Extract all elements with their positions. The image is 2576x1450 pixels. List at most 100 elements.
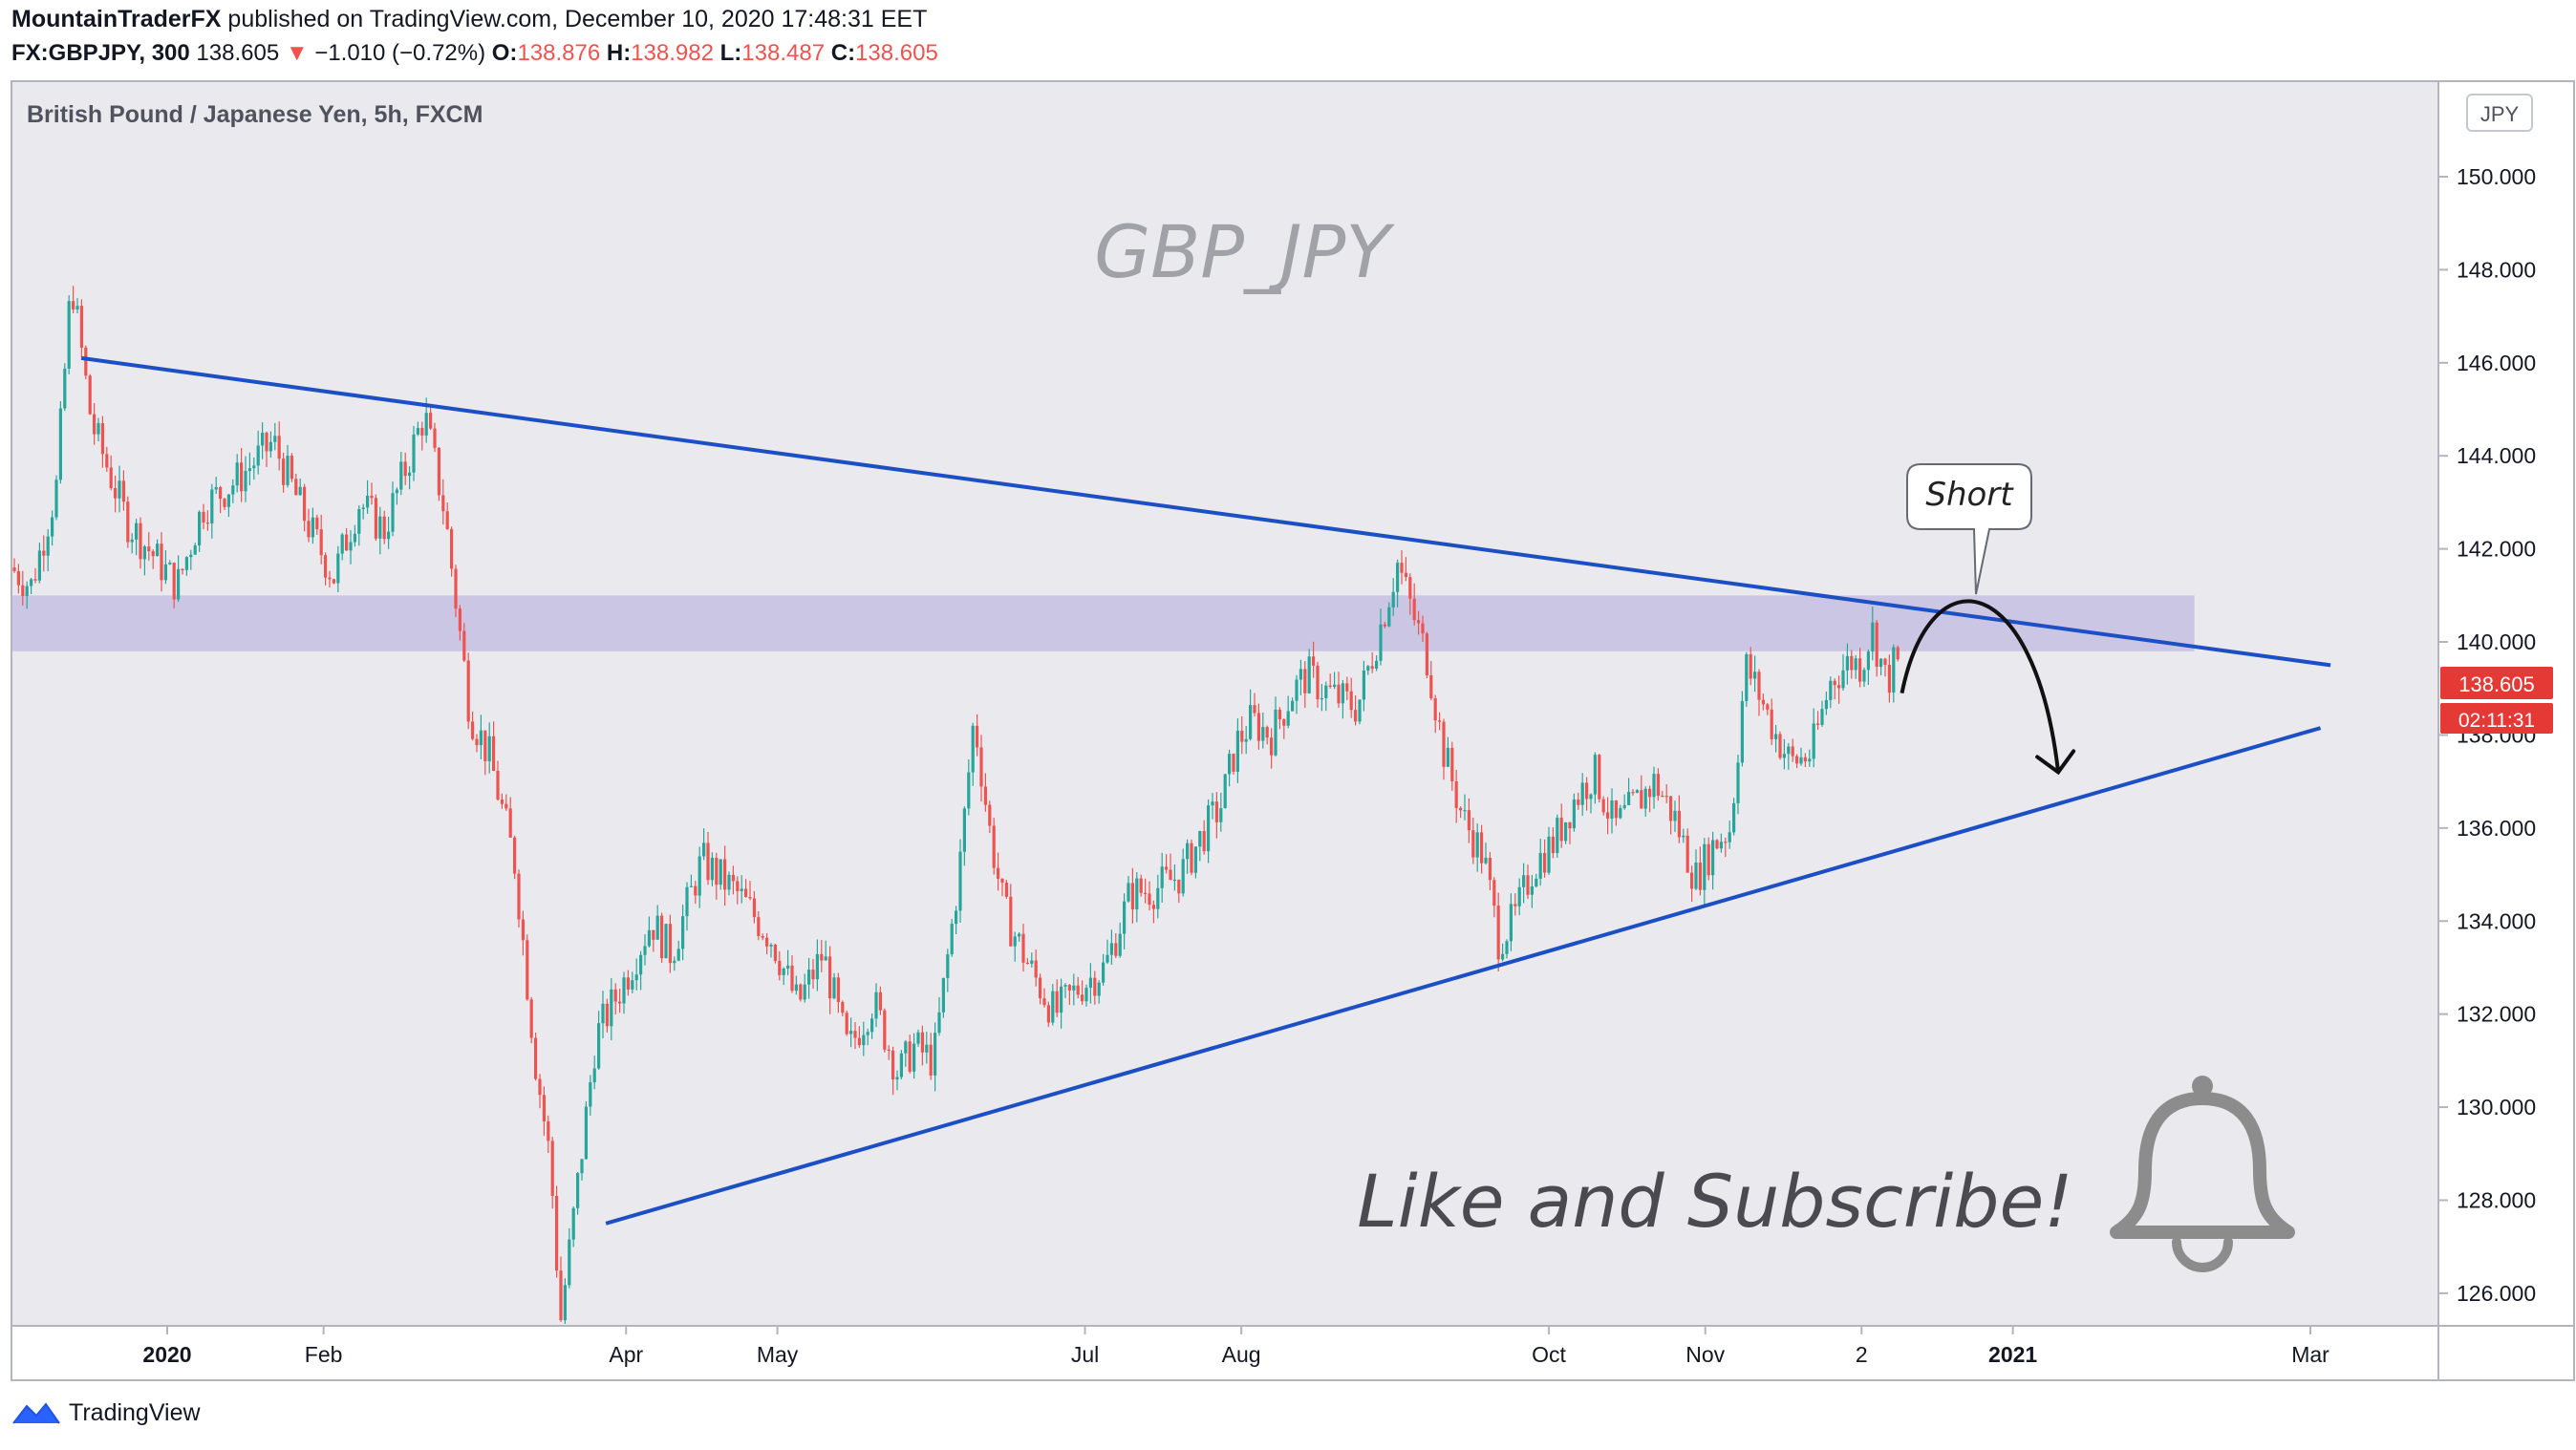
candle-body xyxy=(571,1207,575,1240)
candle-body xyxy=(1186,842,1190,860)
candle-body xyxy=(100,422,104,455)
price-tick-label: 136.000 xyxy=(2457,816,2536,841)
candle-body xyxy=(395,489,398,494)
candle-body xyxy=(950,924,954,955)
candle-body xyxy=(937,1012,941,1034)
candle-body xyxy=(445,511,449,529)
candle-body xyxy=(584,1106,588,1160)
candle-body xyxy=(1707,843,1710,876)
candle-body xyxy=(1277,709,1281,720)
candle-body xyxy=(483,730,487,761)
candle-body xyxy=(1496,906,1500,960)
projection-arrow xyxy=(1900,599,2076,776)
candle-body xyxy=(1102,962,1106,983)
candle-body xyxy=(526,940,529,1000)
candle-body xyxy=(1190,842,1193,873)
candle-body xyxy=(1051,991,1055,1023)
time-tick-label: Apr xyxy=(609,1342,643,1367)
candle-body xyxy=(1577,799,1580,805)
candle-body xyxy=(247,468,251,472)
candle-body xyxy=(550,1141,554,1196)
tradingview-footer[interactable]: TradingView xyxy=(11,1398,201,1427)
candle-body xyxy=(1547,836,1551,873)
candle-body xyxy=(1803,757,1807,762)
candle-body xyxy=(1669,796,1673,821)
price-tick-label: 140.000 xyxy=(2457,629,2536,654)
candle-body xyxy=(1282,719,1286,726)
candle-body xyxy=(273,436,277,442)
candle-body xyxy=(1694,863,1698,889)
publisher-name[interactable]: MountainTraderFX xyxy=(11,6,222,32)
time-tick-label: Nov xyxy=(1685,1342,1725,1367)
candle-body xyxy=(1610,800,1614,819)
candle-body xyxy=(399,461,403,490)
candle-body xyxy=(955,910,958,925)
currency-badge[interactable]: JPY xyxy=(2466,94,2533,132)
callout-text: Short xyxy=(1925,476,2014,514)
candle-body xyxy=(1127,883,1130,902)
candle-body xyxy=(757,917,761,937)
candle-body xyxy=(1123,901,1127,934)
candle-body xyxy=(1063,985,1067,987)
candle-body xyxy=(487,736,491,761)
candle-body xyxy=(1391,591,1395,608)
candle-body xyxy=(643,946,647,955)
candle-body xyxy=(1728,832,1731,842)
time-tick-label: Feb xyxy=(305,1342,343,1367)
candle-body xyxy=(997,867,1000,879)
candle-body xyxy=(891,1050,895,1080)
candle-body xyxy=(374,498,377,539)
time-tick-label: May xyxy=(757,1342,799,1367)
candle-body xyxy=(1488,857,1492,881)
price-tick-label: 130.000 xyxy=(2457,1095,2536,1119)
candle-body xyxy=(109,467,113,489)
candle-body xyxy=(908,1041,912,1072)
candle-body xyxy=(1585,782,1589,800)
candle-body xyxy=(979,747,983,787)
candle-body xyxy=(559,1270,563,1321)
candle-body xyxy=(976,725,979,748)
candle-body xyxy=(500,800,504,804)
candle-body xyxy=(336,553,340,584)
countdown-label: 02:11:31 xyxy=(2458,710,2535,732)
candle-body xyxy=(1551,836,1555,854)
candle-body xyxy=(916,1032,920,1044)
close-value: 138.605 xyxy=(855,40,938,66)
candle-body xyxy=(929,1044,933,1076)
candle-body xyxy=(420,428,424,436)
candle-body xyxy=(1366,666,1370,672)
candle-body xyxy=(1291,700,1295,712)
candle-body xyxy=(925,1044,929,1053)
candle-body xyxy=(93,414,97,435)
candle-body xyxy=(836,977,840,1003)
candle-body xyxy=(475,738,479,746)
candle-body xyxy=(992,825,996,868)
candle-body xyxy=(631,980,634,990)
candle-body xyxy=(1820,709,1824,725)
candle-body xyxy=(1004,883,1008,897)
time-tick-label: 2020 xyxy=(142,1342,191,1367)
candle-body xyxy=(319,529,323,556)
candle-body xyxy=(870,1018,874,1033)
chart-title: British Pound / Japanese Yen, 5h, FXCM xyxy=(27,101,483,128)
candle-body xyxy=(315,517,319,530)
candle-body xyxy=(12,567,16,571)
candle-body xyxy=(471,721,475,739)
candle-body xyxy=(1042,998,1046,1006)
candle-body xyxy=(1858,658,1862,682)
candle-body xyxy=(1749,653,1752,679)
candle-body xyxy=(1177,879,1181,894)
candle-body xyxy=(828,956,832,999)
candle-body xyxy=(172,563,176,600)
candle-body xyxy=(983,786,987,805)
candle-body xyxy=(357,508,361,534)
candle-body xyxy=(361,507,365,509)
last-price-label: 138.605 xyxy=(2458,672,2535,696)
candle-body xyxy=(866,1032,869,1035)
candle-body xyxy=(1256,713,1260,741)
candle-body xyxy=(853,1031,857,1038)
candle-body xyxy=(492,736,496,771)
candle-body xyxy=(748,897,752,899)
candle-body xyxy=(1791,746,1794,757)
